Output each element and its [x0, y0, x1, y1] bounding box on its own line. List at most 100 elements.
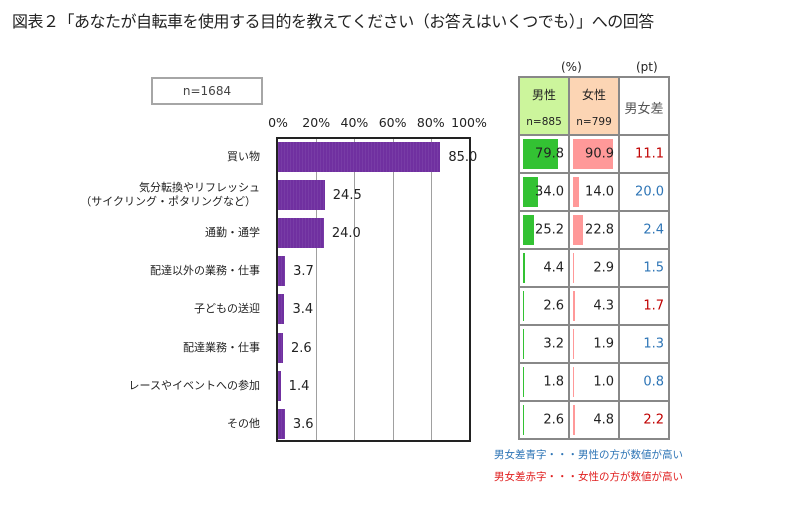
table-row: 2.6 4.8 2.2: [518, 400, 670, 440]
table-row: 25.2 22.8 2.4: [518, 210, 670, 250]
diff-value: 1.5: [643, 260, 664, 276]
cell-female: 22.8: [568, 210, 620, 250]
header-female-label: 女性: [581, 88, 606, 102]
category-label: その他: [227, 417, 260, 431]
gridline: [392, 137, 394, 440]
table-row: 1.8 1.0 0.8: [518, 362, 670, 402]
cell-male: 1.8: [518, 362, 570, 402]
female-fill-bar: [573, 215, 584, 245]
cell-diff: 1.7: [618, 286, 670, 326]
category-label-line: 配達業務・仕事: [183, 340, 260, 354]
category-label: 配達以外の業務・仕事: [150, 264, 260, 278]
diff-value: 1.3: [643, 336, 664, 352]
header-male-label: 男性: [531, 88, 556, 102]
cell-male: 34.0: [518, 172, 570, 212]
gridline: [430, 137, 432, 440]
cell-diff: 2.4: [618, 210, 670, 250]
x-tick-label: 80%: [416, 115, 445, 130]
cell-female: 4.8: [568, 400, 620, 440]
cell-male: 2.6: [518, 400, 570, 440]
bar: [278, 218, 324, 249]
value-label: 24.0: [331, 226, 361, 242]
male-fill-bar: [523, 177, 538, 207]
category-label: 配達業務・仕事: [183, 341, 260, 355]
chart-title: 図表２「あなたが自転車を使用する目的を教えてください（お答えはいくつでも）」への…: [12, 12, 654, 31]
category-label: 子どもの送迎: [194, 302, 260, 316]
cell-female: 2.9: [568, 248, 620, 288]
female-value: 14.0: [585, 184, 614, 200]
category-label-line: 配達以外の業務・仕事: [150, 264, 260, 278]
bar: [278, 370, 281, 401]
header-female: 女性 n=799: [568, 76, 620, 136]
value-label: 1.4: [288, 378, 310, 394]
female-value: 22.8: [585, 222, 614, 238]
male-fill-bar: [523, 405, 525, 435]
male-fill-bar: [523, 253, 525, 283]
header-male: 男性 n=885: [518, 76, 570, 136]
female-value: 90.9: [585, 146, 614, 162]
bar: [278, 256, 286, 287]
male-value: 34.0: [535, 184, 564, 200]
diff-value: 2.2: [643, 412, 664, 428]
male-value: 4.4: [543, 260, 564, 276]
unit-pt: (pt): [636, 60, 658, 74]
female-fill-bar: [573, 405, 576, 435]
plot-area: [276, 137, 471, 442]
x-tick-label: 100%: [451, 115, 487, 130]
diff-value: 0.8: [643, 374, 664, 390]
header-diff: 男女差: [618, 76, 670, 136]
bar: [278, 408, 285, 439]
category-label: レースやイベントへの参加: [129, 379, 260, 393]
diff-value: 11.1: [635, 146, 664, 162]
female-fill-bar: [573, 329, 574, 359]
male-fill-bar: [523, 329, 525, 359]
female-value: 4.8: [593, 412, 614, 428]
male-fill-bar: [523, 291, 525, 321]
cell-diff: 0.8: [618, 362, 670, 402]
table-row: 4.4 2.9 1.5: [518, 248, 670, 288]
female-fill-bar: [573, 139, 613, 169]
female-fill-bar: [573, 367, 574, 397]
female-fill-bar: [573, 291, 575, 321]
male-fill-bar: [523, 139, 559, 169]
value-label: 3.6: [292, 416, 314, 432]
cell-female: 1.0: [568, 362, 620, 402]
table-row: 34.0 14.0 20.0: [518, 172, 670, 212]
diff-value: 1.7: [643, 298, 664, 314]
note-blue: 男女差青字・・・男性の方が数値が高い: [494, 449, 683, 461]
diff-value: 2.4: [643, 222, 664, 238]
x-tick-label: 20%: [302, 115, 331, 130]
bar: [278, 294, 286, 325]
table-row: 3.2 1.9 1.3: [518, 324, 670, 364]
bar: [278, 332, 283, 363]
value-label: 3.4: [292, 302, 314, 318]
female-value: 1.0: [593, 374, 614, 390]
note-red: 男女差赤字・・・女性の方が数値が高い: [494, 471, 683, 483]
header-male-n: n=885: [526, 116, 562, 128]
cell-diff: 1.5: [618, 248, 670, 288]
cell-male: 3.2: [518, 324, 570, 364]
value-label: 2.6: [290, 340, 312, 356]
female-value: 2.9: [593, 260, 614, 276]
category-label-line: その他: [227, 416, 260, 430]
x-tick-label: 40%: [340, 115, 369, 130]
cell-male: 2.6: [518, 286, 570, 326]
unit-percent: (%): [561, 60, 582, 74]
cell-diff: 1.3: [618, 324, 670, 364]
cell-female: 90.9: [568, 134, 620, 174]
category-label-line: 気分転換やリフレッシュ: [139, 181, 260, 195]
category-label-line: 子どもの送迎: [194, 302, 260, 316]
header-female-n: n=799: [576, 116, 612, 128]
table-header-row: 男性 n=885 女性 n=799 男女差: [518, 76, 670, 136]
category-label: 買い物: [227, 150, 260, 164]
category-label-line: （サイクリング・ポタリングなど）: [80, 195, 256, 209]
value-label: 3.7: [293, 264, 314, 280]
male-value: 2.6: [543, 412, 564, 428]
cell-diff: 2.2: [618, 400, 670, 440]
category-label: 通勤・通学: [205, 226, 260, 240]
x-tick-label: 60%: [378, 115, 407, 130]
cell-male: 79.8: [518, 134, 570, 174]
female-value: 4.3: [593, 298, 614, 314]
diff-value: 20.0: [635, 184, 664, 200]
male-value: 2.6: [543, 298, 564, 314]
